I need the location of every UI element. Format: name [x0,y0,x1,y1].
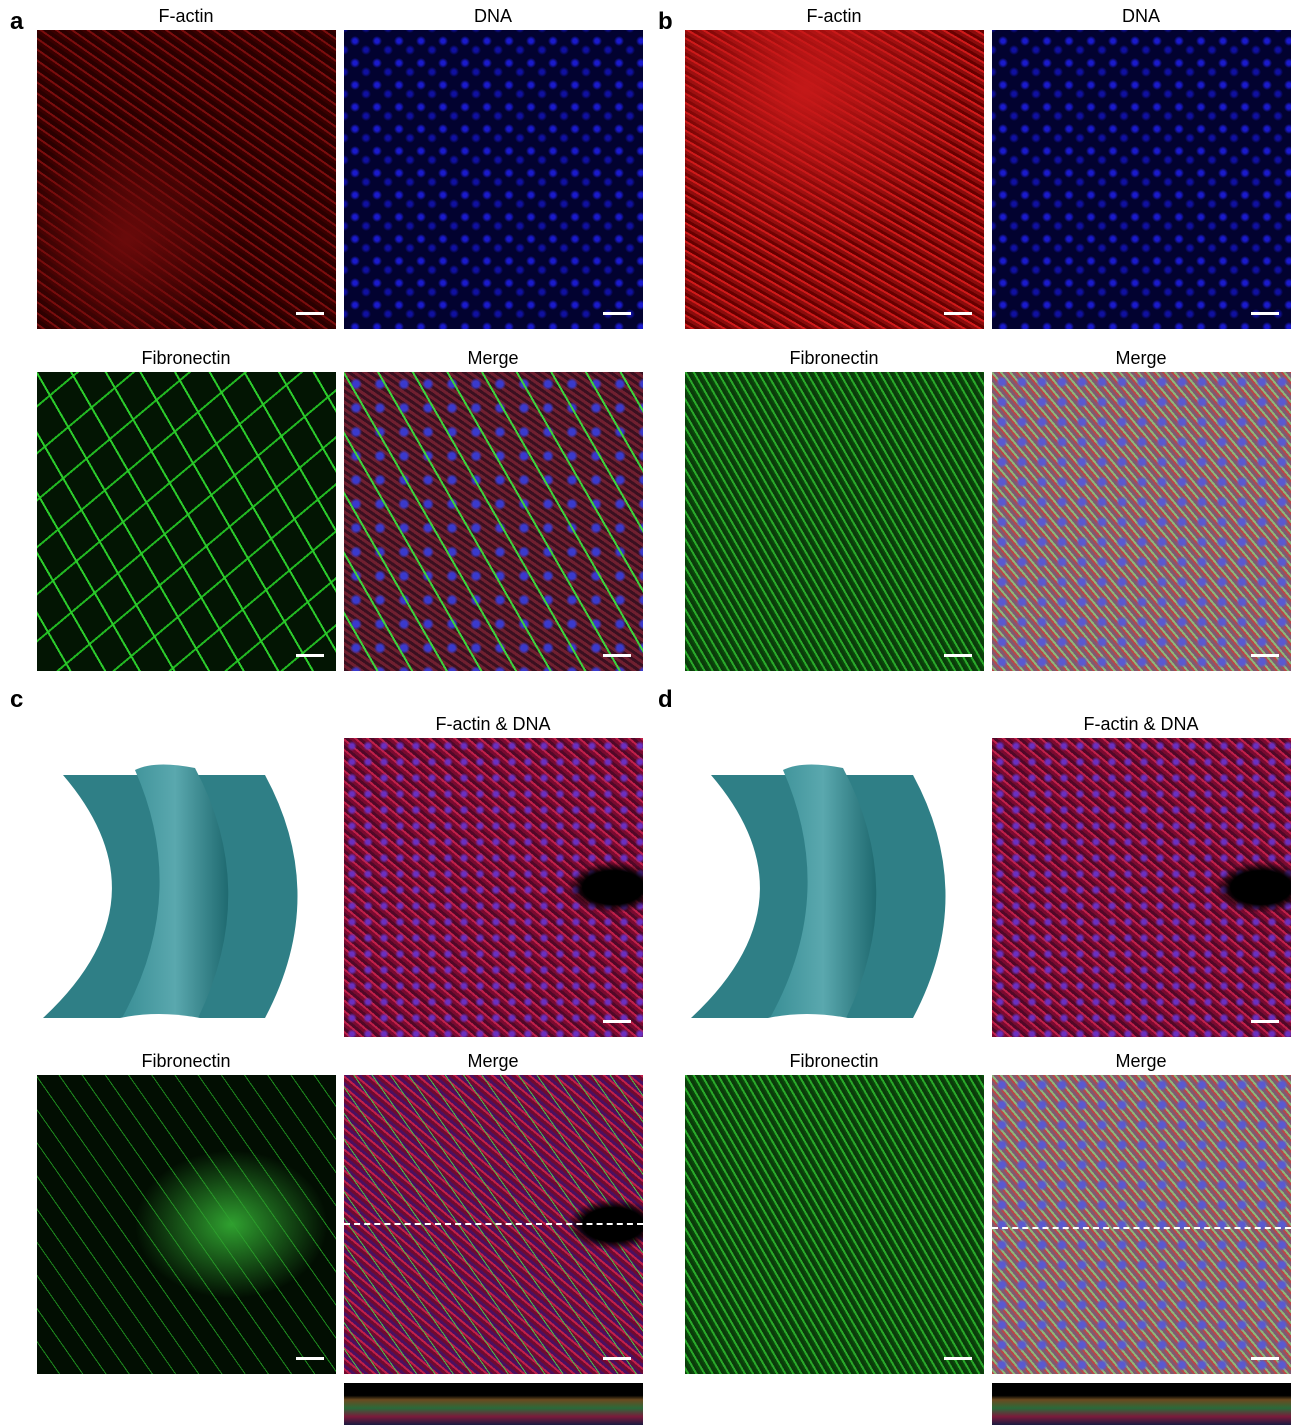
micrograph [344,30,643,329]
image-title: Fibronectin [789,348,879,368]
micrograph [344,372,643,671]
section-line [344,1223,643,1225]
image-title: Fibronectin [789,1051,879,1071]
image-title: Merge [467,348,519,368]
schematic-shape [691,764,946,1018]
image-title: DNA [473,6,512,26]
micrograph [992,1075,1291,1374]
image-title: Merge [1115,1051,1167,1071]
scale-bar [1251,1357,1279,1360]
scale-bar [1251,1020,1279,1023]
scale-bar [603,1020,631,1023]
scale-bar [944,654,972,657]
micrograph [344,1075,643,1374]
image-title: DNA [1121,6,1160,26]
scale-bar [603,1357,631,1360]
scale-bar [296,312,324,315]
panel-label: b [658,8,673,35]
image-title: F-actin [806,6,862,26]
image-title: Merge [467,1051,519,1071]
micrograph [992,30,1291,329]
micrograph [37,372,336,671]
scale-bar [944,312,972,315]
schematic [678,760,968,1030]
scale-bar [296,1357,324,1360]
micrograph [685,1075,984,1374]
image-title: Fibronectin [141,348,231,368]
image-title: F-actin [158,6,214,26]
section-line [992,1227,1291,1229]
image-title: Merge [1115,348,1167,368]
micrograph [344,738,643,1037]
image-title: F-actin & DNA [435,714,551,734]
micrograph [992,372,1291,671]
scale-bar [296,654,324,657]
scale-bar [603,312,631,315]
scale-bar [944,1357,972,1360]
image-title: F-actin & DNA [1083,714,1199,734]
panel-label: a [10,8,24,35]
micrograph [37,1075,336,1374]
scale-bar [603,654,631,657]
micrograph [37,30,336,329]
schematic-shape [43,764,298,1018]
panel-label: d [658,686,673,713]
micrograph [685,372,984,671]
cross-section [344,1383,643,1425]
scale-bar [1251,312,1279,315]
micrograph [685,30,984,329]
panel-label: c [10,686,24,713]
scale-bar [1251,654,1279,657]
micrograph [992,738,1291,1037]
schematic [30,760,320,1030]
cross-section [992,1383,1291,1425]
image-title: Fibronectin [141,1051,231,1071]
